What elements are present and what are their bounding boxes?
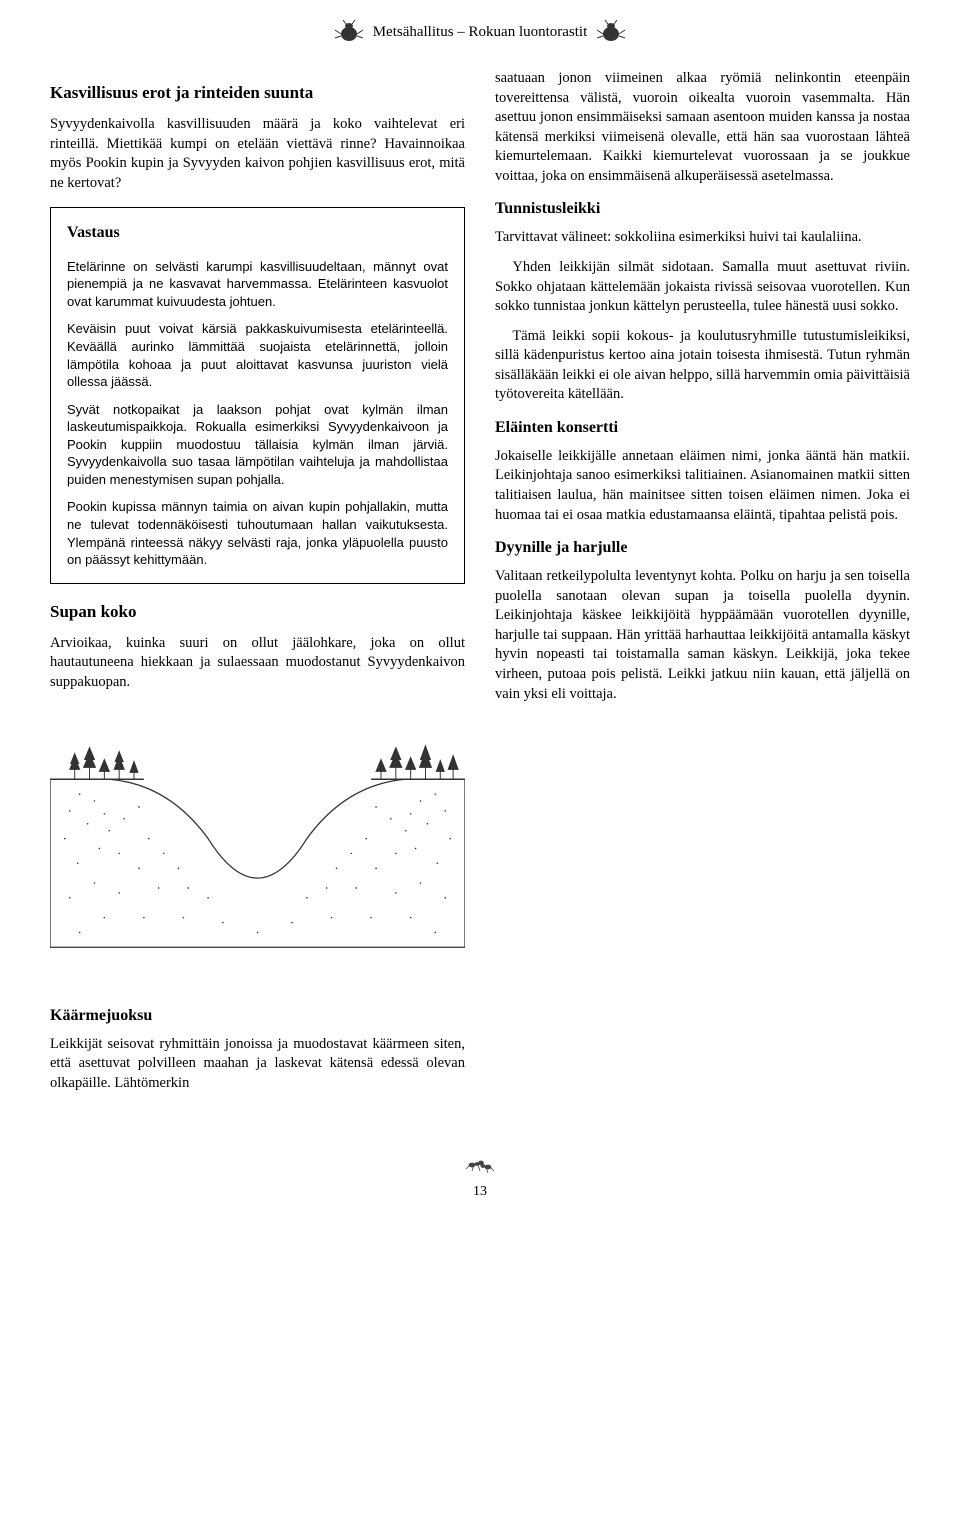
header-line: Metsähallitus – Rokuan luontorastit — [50, 20, 910, 44]
bottom-section: Käärmejuoksu Leikkijät seisovat ryhmittä… — [50, 993, 910, 1104]
answer-p1: Etelärinne on selvästi karumpi kasvillis… — [67, 258, 448, 311]
answer-p4: Pookin kupissa männyn taimia on aivan ku… — [67, 498, 448, 568]
tunnistus-p2: Yhden leikkijän silmät sidotaan. Samalla… — [495, 258, 910, 317]
intro-paragraph: Syvyydenkaivolla kasvillisuuden määrä ja… — [50, 115, 465, 193]
main-columns: Kasvillisuus erot ja rinteiden suunta Sy… — [50, 69, 910, 963]
heading-dyynille: Dyynille ja harjulle — [495, 539, 910, 557]
beetle-icon — [333, 20, 365, 44]
beetle-icon — [595, 20, 627, 44]
right-column: saatuaan jonon viimeinen alkaa ryömiä ne… — [495, 69, 910, 963]
answer-p3: Syvät notkopaikat ja laakson pohjat ovat… — [67, 401, 448, 489]
heading-kaarmejuoksu: Käärmejuoksu — [50, 1007, 465, 1025]
bottom-left: Käärmejuoksu Leikkijät seisovat ryhmittä… — [50, 993, 465, 1104]
tunnistus-p1: Tarvittavat välineet: sokkoliina esimerk… — [495, 228, 910, 248]
page-number: 13 — [50, 1184, 910, 1200]
answer-p2: Keväisin puut voivat kärsiä pakkaskuivum… — [67, 320, 448, 390]
kaarmejuoksu-p1: Leikkijät seisovat ryhmittäin jonoissa j… — [50, 1035, 465, 1094]
heading-supan-koko: Supan koko — [50, 602, 465, 622]
heading-elainten-konsertti: Eläinten konsertti — [495, 419, 910, 437]
page-header: Metsähallitus – Rokuan luontorastit — [50, 20, 910, 44]
ants-icon — [460, 1153, 500, 1175]
bottom-right — [495, 993, 910, 1104]
answer-label: Vastaus — [67, 222, 448, 244]
heading-tunnistusleikki: Tunnistusleikki — [495, 200, 910, 218]
header-title: Metsähallitus – Rokuan luontorastit — [373, 24, 588, 41]
elainten-p1: Jokaiselle leikkijälle annetaan eläimen … — [495, 447, 910, 525]
left-column: Kasvillisuus erot ja rinteiden suunta Sy… — [50, 69, 465, 963]
heading-kasvillisuus: Kasvillisuus erot ja rinteiden suunta — [50, 83, 465, 103]
valley-illustration — [50, 720, 465, 947]
continued-paragraph: saatuaan jonon viimeinen alkaa ryömiä ne… — [495, 69, 910, 186]
supan-paragraph: Arvioikaa, kuinka suuri on ollut jäälohk… — [50, 634, 465, 693]
page-footer: 13 — [50, 1153, 910, 1200]
answer-box: Vastaus Etelärinne on selvästi karumpi k… — [50, 207, 465, 583]
tunnistus-p3: Tämä leikki sopii kokous- ja koulutusryh… — [495, 327, 910, 405]
dyynille-p1: Valitaan retkeilypolulta leventynyt koht… — [495, 567, 910, 704]
